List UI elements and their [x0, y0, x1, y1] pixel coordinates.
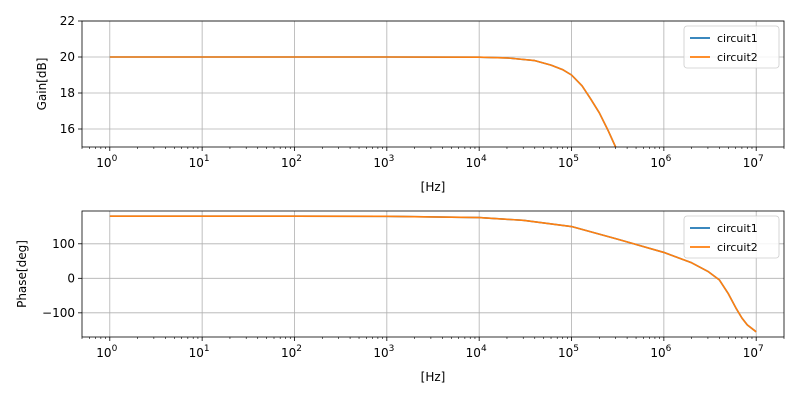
phase-x-tick-label: 104 [466, 344, 487, 360]
phase-x-tick-label: 100 [96, 344, 117, 360]
gain-x-tick-label: 100 [96, 154, 117, 170]
gain-y-axis-label: Gain[dB] [35, 58, 49, 111]
gain-axes-frame [81, 20, 785, 148]
gain-series-circuit2 [109, 56, 617, 147]
gain-x-tick-label: 107 [743, 154, 764, 170]
gain-series-circuit1 [109, 56, 617, 147]
phase-y-axis-label: Phase[deg] [15, 240, 29, 308]
gain-x-tick-label: 106 [650, 154, 671, 170]
gain-y-tick-label: 18 [60, 86, 75, 100]
phase-legend: circuit1 circuit2 [683, 215, 780, 259]
phase-series-circuit1 [109, 215, 757, 333]
phase-y-tick-label: 100 [52, 237, 75, 251]
gain-x-axis-label: [Hz] [421, 180, 446, 194]
gain-y-tick-label: 16 [60, 122, 75, 136]
phase-series-circuit2 [109, 215, 757, 333]
phase-legend-label-circuit2: circuit2 [717, 241, 758, 254]
gain-x-tick-label: 102 [281, 154, 302, 170]
gain-x-tick-label: 105 [558, 154, 579, 170]
phase-legend-label-circuit1: circuit1 [717, 222, 758, 235]
phase-x-tick-label: 105 [558, 344, 579, 360]
phase-x-tick-label: 106 [650, 344, 671, 360]
gain-plot: 100 101 102 103 104 105 106 107 16 18 20 22 [Hz] Gain… [35, 14, 785, 194]
phase-plot: 100 101 102 103 104 105 106 107 −100 0 100 [Hz] Phas… [15, 210, 785, 384]
phase-y-tick-label: −100 [42, 306, 75, 320]
phase-y-tick-label: 0 [67, 271, 75, 285]
gain-y-tick-label: 20 [60, 50, 75, 64]
phase-x-axis-label: [Hz] [421, 370, 446, 384]
gain-x-tick-label: 101 [189, 154, 210, 170]
phase-x-tick-label: 107 [743, 344, 764, 360]
gain-legend: circuit1 circuit2 [683, 25, 780, 69]
gain-legend-label-circuit1: circuit1 [717, 32, 758, 45]
gain-x-tick-label: 104 [466, 154, 487, 170]
phase-x-tick-label: 101 [189, 344, 210, 360]
phase-x-tick-label: 103 [373, 344, 394, 360]
gain-x-tick-label: 103 [373, 154, 394, 170]
phase-x-tick-label: 102 [281, 344, 302, 360]
phase-axes-frame [81, 210, 785, 338]
gain-y-tick-label: 22 [60, 14, 75, 28]
gain-legend-label-circuit2: circuit2 [717, 51, 758, 64]
